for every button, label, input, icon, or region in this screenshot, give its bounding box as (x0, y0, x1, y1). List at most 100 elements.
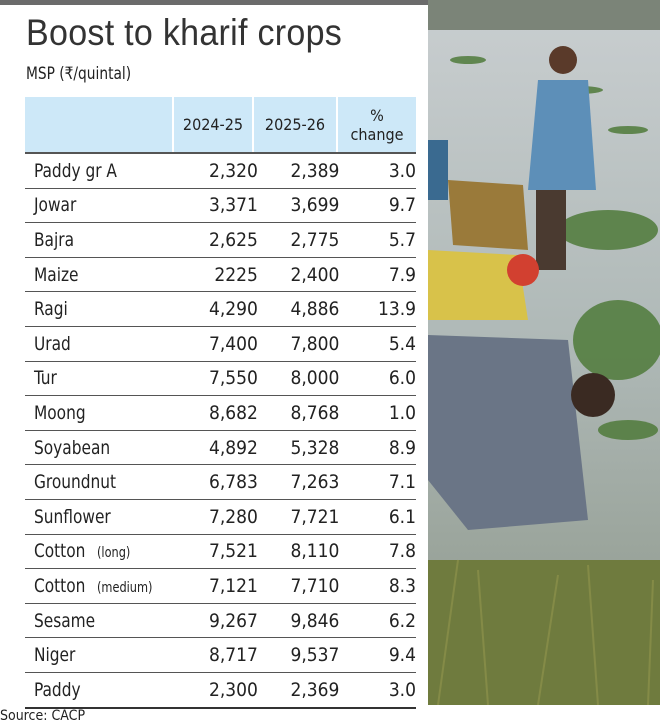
crop-name-cell: Tur (25, 367, 179, 389)
msp-2025-26: 4,886 (290, 298, 340, 321)
crop-name-cell: Maize (25, 264, 179, 286)
crop-name: Moong (34, 401, 86, 424)
msp-2024-25: 7,550 (208, 367, 258, 390)
crop-name: Cotton (34, 540, 86, 563)
crop-name-cell: Soyabean (25, 437, 179, 459)
table-row: Cotton (long) 7,521 8,110 7.8 (25, 535, 416, 570)
msp-2025-26: 7,721 (290, 505, 340, 528)
pct-change: 6.1 (388, 505, 416, 528)
header-pct-change: % change (338, 97, 416, 152)
msp-2024-25: 7,280 (208, 505, 258, 528)
msp-2025-26: 3,699 (290, 194, 340, 217)
infographic-title: Boost to kharif crops (26, 12, 343, 53)
crop-name: Bajra (34, 228, 75, 251)
msp-2025-26: 8,768 (290, 401, 340, 424)
crop-name: Groundnut (34, 471, 117, 494)
msp-2024-25: 6,783 (208, 471, 258, 494)
msp-2024-25: 9,267 (208, 609, 258, 632)
pct-change: 9.4 (388, 644, 416, 667)
crop-name: Ragi (34, 298, 68, 321)
table-row: Tur 7,550 8,000 6.0 (25, 362, 416, 397)
crop-name-cell: Paddy (25, 679, 179, 701)
crop-name-cell: Moong (25, 402, 179, 424)
crop-name-cell: Groundnut (25, 471, 179, 493)
crop-name: Niger (34, 644, 76, 667)
crop-variety-note: (medium) (96, 579, 152, 596)
pct-change: 5.4 (388, 332, 416, 355)
unit-subtitle: MSP (₹/quintal) (26, 64, 132, 84)
pct-change: 7.8 (388, 540, 416, 563)
crop-name-cell: Jowar (25, 194, 179, 216)
table-header: 2024-25 2025-26 % change (25, 97, 416, 154)
crop-variety-note: (long) (96, 545, 130, 562)
msp-2024-25: 2,320 (208, 159, 258, 182)
pct-change: 8.3 (388, 574, 416, 597)
msp-2025-26: 7,800 (290, 332, 340, 355)
msp-2025-26: 9,846 (290, 609, 340, 632)
msp-2025-26: 2,400 (290, 263, 340, 286)
crop-name-cell: Sunflower (25, 506, 179, 528)
crop-name-cell: Niger (25, 644, 179, 666)
table-row: Cotton (medium) 7,121 7,710 8.3 (25, 569, 416, 604)
msp-table: 2024-25 2025-26 % change Paddy gr A 2,320… (25, 97, 416, 709)
table-row: Sesame 9,267 9,846 6.2 (25, 604, 416, 639)
crop-name: Sunflower (34, 505, 111, 528)
table-body: Paddy gr A 2,320 2,389 3.0 Jowar 3,371 3,699 9.… (25, 154, 416, 709)
table-row: Bajra 2,625 2,775 5.7 (25, 223, 416, 258)
pct-change: 3.0 (388, 678, 416, 701)
pct-change: 3.0 (388, 159, 416, 182)
pct-change: 13.9 (377, 298, 416, 321)
crop-name-cell: Paddy gr A (25, 160, 179, 182)
table-row: Niger 8,717 9,537 9.4 (25, 638, 416, 673)
crop-name-cell: Urad (25, 333, 179, 355)
pct-change: 7.1 (388, 471, 416, 494)
top-rule (0, 0, 430, 5)
msp-2025-26: 2,775 (290, 228, 340, 251)
crop-name: Sesame (34, 609, 96, 632)
crop-name-cell: Ragi (25, 298, 179, 320)
table-row: Groundnut 6,783 7,263 7.1 (25, 465, 416, 500)
table-row: Moong 8,682 8,768 1.0 (25, 396, 416, 431)
crop-name-cell: Cotton (medium) (25, 575, 179, 597)
pct-change: 6.2 (388, 609, 416, 632)
msp-2024-25: 2,625 (208, 228, 258, 251)
table-row: Sunflower 7,280 7,721 6.1 (25, 500, 416, 535)
msp-2024-25: 8,717 (208, 644, 258, 667)
msp-2024-25: 2225 (214, 263, 258, 286)
msp-2024-25: 4,892 (208, 436, 258, 459)
pct-change: 5.7 (388, 228, 416, 251)
crop-name: Tur (34, 367, 57, 390)
table-row: Ragi 4,290 4,886 13.9 (25, 292, 416, 327)
table-row: Maize 2225 2,400 7.9 (25, 258, 416, 293)
pct-change: 1.0 (388, 401, 416, 424)
pct-change: 6.0 (388, 367, 416, 390)
msp-2024-25: 3,371 (208, 194, 258, 217)
msp-2025-26: 8,110 (290, 540, 340, 563)
header-2024-25: 2024-25 (174, 97, 252, 152)
crop-name-cell: Bajra (25, 229, 179, 251)
msp-2025-26: 2,389 (290, 159, 340, 182)
msp-2025-26: 7,263 (290, 471, 340, 494)
msp-2024-25: 4,290 (208, 298, 258, 321)
msp-2024-25: 7,400 (208, 332, 258, 355)
table-row: Soyabean 4,892 5,328 8.9 (25, 431, 416, 466)
msp-2025-26: 9,537 (290, 644, 340, 667)
header-crop (25, 97, 172, 152)
farmers-transplanting-paddy-photo (428, 0, 660, 705)
crop-name-cell: Cotton (long) (25, 540, 179, 562)
crop-name: Urad (34, 332, 71, 355)
table-row: Paddy gr A 2,320 2,389 3.0 (25, 154, 416, 189)
msp-2025-26: 7,710 (290, 574, 340, 597)
table-row: Paddy 2,300 2,369 3.0 (25, 673, 416, 709)
msp-2024-25: 8,682 (208, 401, 258, 424)
header-2025-26: 2025-26 (254, 97, 336, 152)
pct-change: 9.7 (388, 194, 416, 217)
pct-change: 7.9 (388, 263, 416, 286)
pct-change: 8.9 (388, 436, 416, 459)
msp-2025-26: 2,369 (290, 678, 340, 701)
crop-name: Maize (34, 263, 79, 286)
crop-name: Paddy (34, 678, 81, 701)
msp-2025-26: 8,000 (290, 367, 340, 390)
crop-name: Cotton (34, 574, 86, 597)
msp-2025-26: 5,328 (290, 436, 340, 459)
